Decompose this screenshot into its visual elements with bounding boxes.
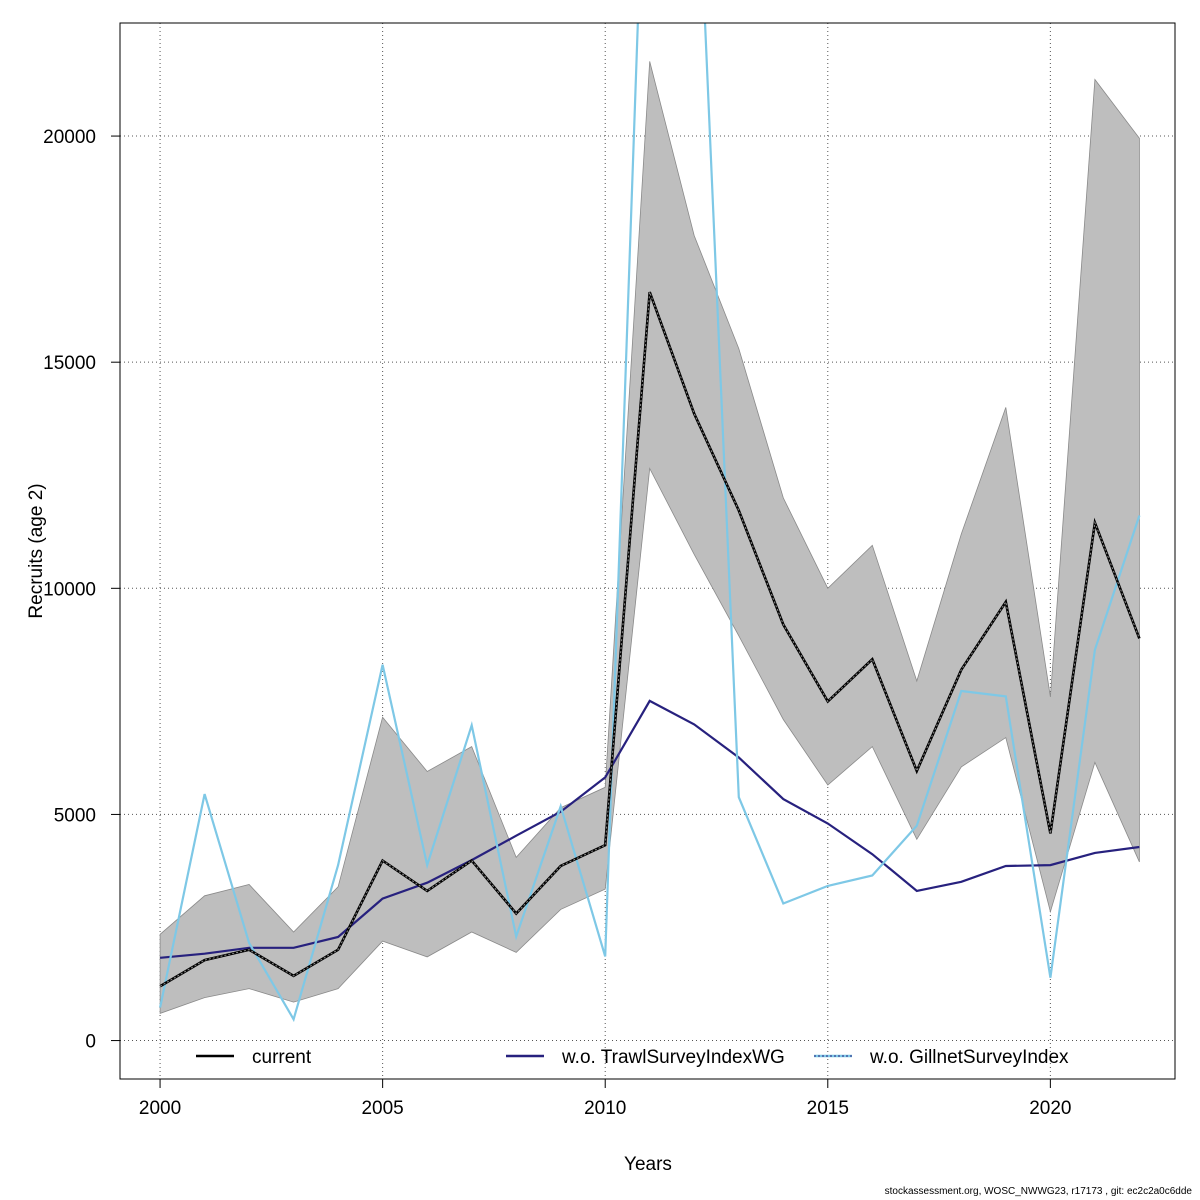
legend-label: current (252, 1047, 312, 1068)
y-axis: 0 5000 10000 15000 20000 (43, 127, 120, 1053)
y-tick-label: 15000 (43, 353, 96, 374)
x-tick-label: 2000 (139, 1098, 181, 1119)
confidence-band (159, 61, 1140, 1014)
series-line-w-o-trawlsurveyindexwg (159, 699, 1140, 959)
series-line-w-o-gillnetsurveyindex (159, 23, 1141, 1023)
x-axis-title: Years (624, 1154, 672, 1175)
plot-area (159, 23, 1141, 1023)
legend-label: w.o. GillnetSurveyIndex (869, 1047, 1069, 1068)
legend-label: w.o. TrawlSurveyIndexWG (561, 1047, 785, 1068)
x-axis: 2000 2005 2010 2015 2020 (139, 1078, 1071, 1119)
y-tick-label: 0 (85, 1032, 96, 1053)
y-axis-title: Recruits (age 2) (26, 483, 47, 618)
series-line-current-dots (159, 291, 1140, 987)
x-tick-label: 2015 (807, 1098, 849, 1119)
x-tick-label: 2010 (584, 1098, 626, 1119)
x-tick-label: 2020 (1029, 1098, 1071, 1119)
y-tick-label: 5000 (54, 805, 96, 826)
legend: current w.o. TrawlSurveyIndexWG w.o. Gilln… (196, 1047, 1069, 1068)
footer-source: stockassessment.org, WOSC_NWWG23, r17173… (884, 1186, 1192, 1197)
y-tick-label: 20000 (43, 127, 96, 148)
y-tick-label: 10000 (43, 579, 96, 600)
x-tick-label: 2005 (361, 1098, 403, 1119)
